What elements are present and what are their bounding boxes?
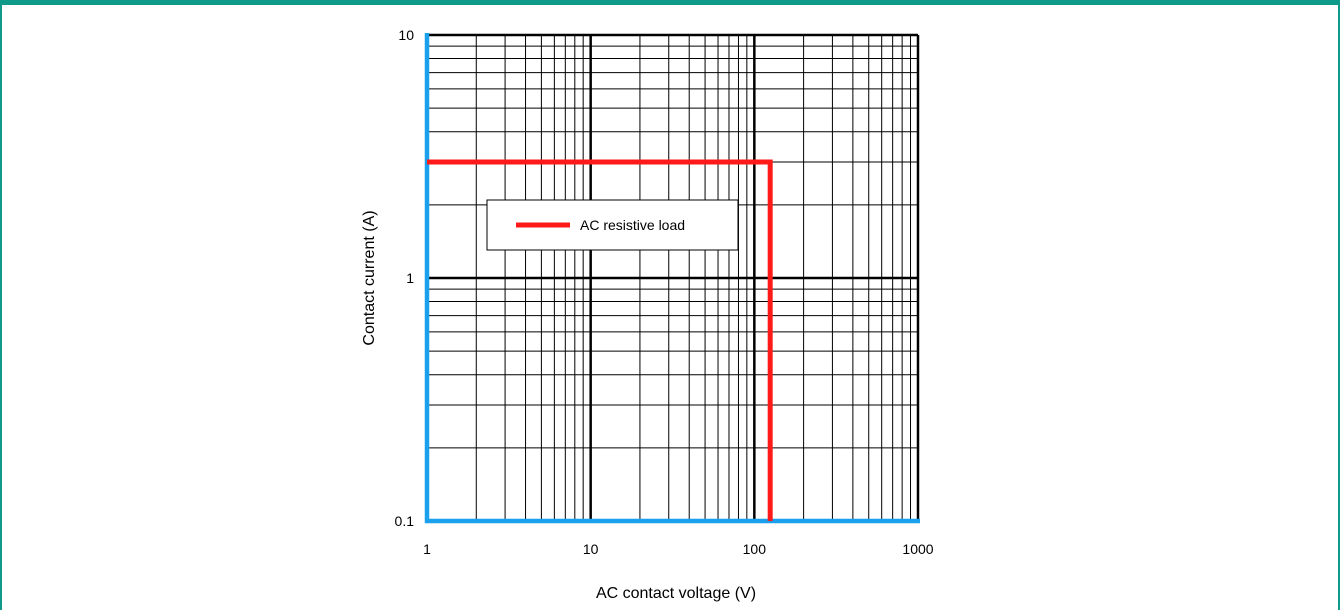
x-axis-title: AC contact voltage (V): [596, 585, 756, 602]
series-layer: [427, 159, 773, 521]
x-tick-label: 1: [423, 541, 431, 557]
x-tick-label: 100: [743, 541, 767, 557]
x-tick-label: 10: [583, 541, 599, 557]
legend: AC resistive load: [486, 199, 739, 251]
y-axis-title: Contact current (A): [361, 210, 378, 345]
y-tick-label: 0.1: [395, 513, 415, 529]
legend-label: AC resistive load: [580, 217, 685, 233]
y-tick-label: 1: [406, 270, 414, 286]
x-tick-label: 1000: [902, 541, 933, 557]
tick-labels: 1 10 100 1000 0.1 1 10: [395, 27, 934, 557]
series-line-ac-resistive-load: [427, 159, 773, 521]
y-tick-label: 10: [398, 27, 414, 43]
axes: [424, 33, 920, 524]
